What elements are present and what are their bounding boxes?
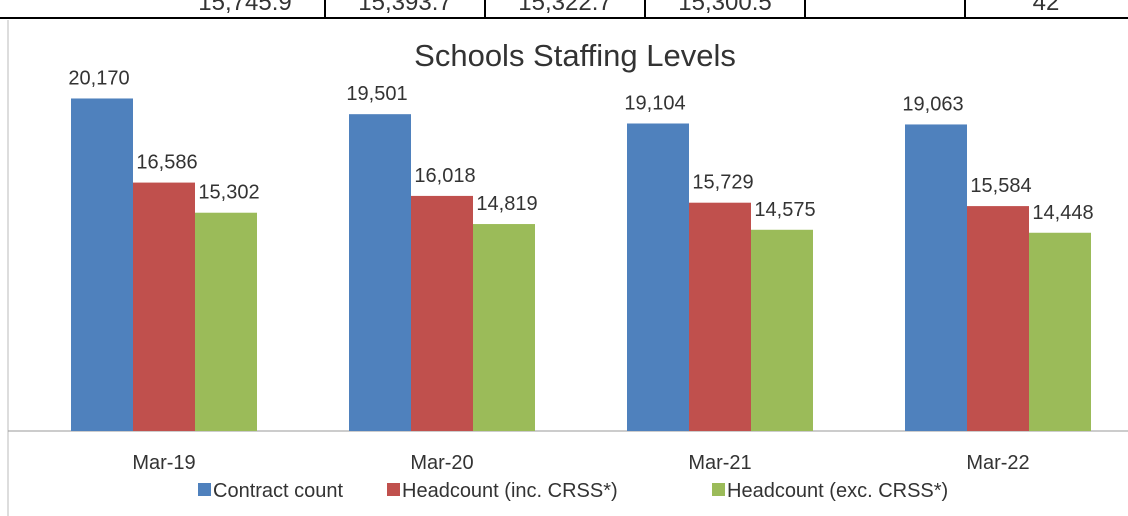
data-label: 20,170: [68, 67, 129, 89]
x-tick-label: Mar-21: [688, 452, 751, 474]
chart-title: Schools Staffing Levels: [414, 38, 736, 73]
data-label: 14,448: [1032, 202, 1093, 224]
legend-swatch: [387, 483, 400, 496]
bar: [71, 98, 133, 432]
legend-label: Contract count: [213, 480, 344, 502]
x-tick-label: Mar-20: [410, 452, 473, 474]
bar: [751, 229, 813, 431]
data-label: 15,302: [198, 182, 259, 204]
bar: [133, 182, 195, 431]
bar: [967, 206, 1029, 431]
data-label: 14,575: [754, 199, 815, 221]
data-label: 15,584: [970, 175, 1031, 197]
bar: [473, 224, 535, 431]
data-label: 16,018: [414, 165, 475, 187]
bar: [689, 202, 751, 431]
bar: [195, 212, 257, 431]
legend-swatch: [712, 483, 725, 496]
bar: [411, 195, 473, 431]
x-tick-label: Mar-22: [966, 452, 1029, 474]
data-label: 16,586: [136, 152, 197, 174]
data-label: 14,819: [476, 193, 537, 215]
data-label: 19,501: [346, 83, 407, 105]
data-label: 19,063: [902, 93, 963, 115]
legend-label: Headcount (exc. CRSS*): [727, 480, 948, 502]
x-tick-label: Mar-19: [132, 452, 195, 474]
table-cell: 15,745.9: [198, 0, 291, 16]
table-cell: 15,322.7: [518, 0, 611, 16]
bar: [905, 124, 967, 432]
legend-swatch: [198, 483, 211, 496]
bar: [349, 114, 411, 431]
bar: [627, 123, 689, 431]
table-cell: 15,393.7: [358, 0, 451, 16]
table-cell: 15,300.5: [678, 0, 771, 16]
data-label: 15,729: [692, 172, 753, 194]
data-label: 19,104: [624, 92, 685, 114]
table-fragment: [0, 0, 1128, 19]
legend-label: Headcount (inc. CRSS*): [402, 480, 618, 502]
bar: [1029, 232, 1091, 431]
table-cell: 42: [1033, 0, 1060, 16]
